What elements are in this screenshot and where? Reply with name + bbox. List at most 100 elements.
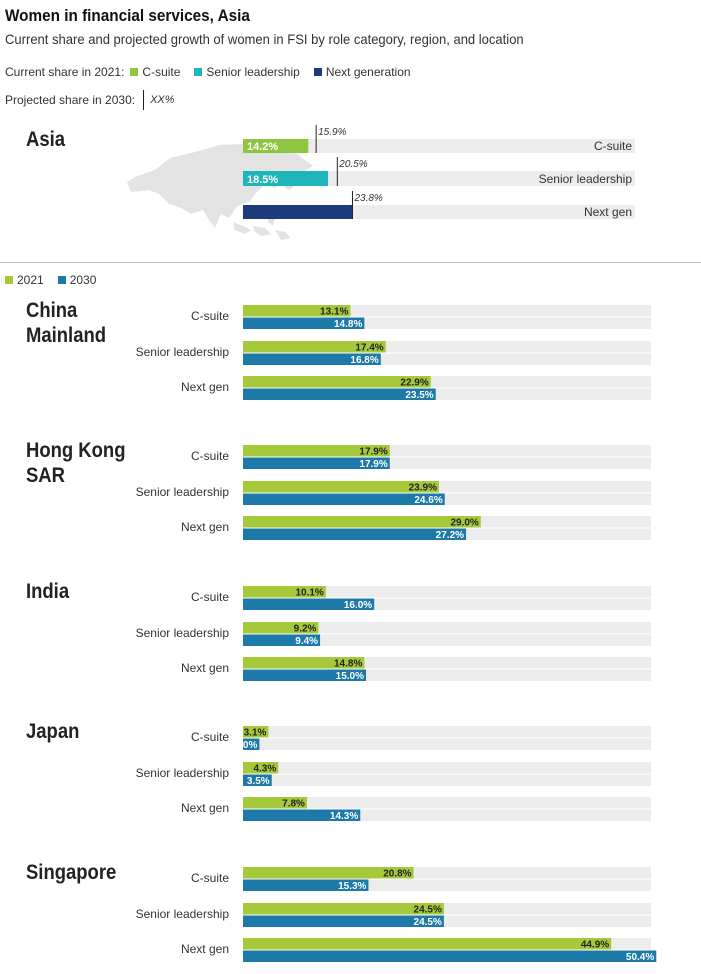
region-title: Japan [26, 720, 79, 743]
bar-2030 [243, 528, 467, 540]
bar-track [243, 139, 635, 153]
bar-value-2021: 24.5% [414, 905, 442, 916]
category-label: C-suite [191, 730, 229, 744]
bar-2021 [243, 341, 386, 353]
bar-track [243, 171, 635, 186]
bar-2021 [243, 171, 329, 186]
bar-2030 [243, 915, 444, 927]
bar-2030 [243, 879, 369, 891]
region-title: Singapore [26, 861, 116, 884]
legend-label-csuite: C-suite [142, 65, 181, 79]
region-title: India [26, 580, 70, 603]
legend-label-2030: 2030 [69, 273, 97, 287]
category-label: Senior leadership [136, 907, 230, 921]
legend-projected-marker-line [143, 90, 145, 110]
bar-2021 [243, 305, 351, 317]
chart-subtitle: Current share and projected growth of wo… [5, 31, 524, 47]
bar-2021 [243, 622, 319, 634]
bar-2021 [243, 139, 309, 153]
category-label: Senior leadership [539, 172, 633, 186]
legend-swatch-nextgen [313, 68, 322, 76]
legend-projected-share: Projected share in 2030: XX% [5, 90, 175, 110]
category-label: C-suite [594, 139, 632, 153]
bar-value-2021: 29.0% [450, 518, 478, 529]
bar-value-2030: 16.0% [344, 600, 372, 611]
region-title: Asia [26, 128, 66, 151]
legend-label-nextgen: Next generation [325, 65, 411, 79]
region-title: SAR [26, 464, 65, 487]
bar-value-2030: 24.5% [414, 917, 442, 928]
bar-value-2021: 4.3% [253, 764, 276, 775]
bar-2030 [243, 317, 365, 329]
bar-2030 [243, 388, 436, 400]
legend-swatch-csuite [130, 68, 139, 76]
bar-value-2021: 17.4% [355, 343, 383, 354]
legend-swatch-senior [194, 68, 203, 76]
projection-label: 20.5% [338, 159, 367, 170]
bar-value-2021: 23.9% [409, 483, 437, 494]
category-label: Next gen [181, 520, 229, 534]
category-label: C-suite [191, 871, 229, 885]
legend-label-senior: Senior leadership [206, 65, 300, 79]
bar-value-2021: 7.8% [282, 799, 305, 810]
region-title: Mainland [26, 324, 106, 347]
bar-2030 [243, 669, 366, 681]
projection-label: 23.8% [353, 193, 382, 204]
bar-value-2021: 10.1% [295, 588, 323, 599]
legend-item-csuite: C-suite [130, 65, 180, 79]
category-label: Senior leadership [136, 345, 230, 359]
bar-2021 [243, 762, 279, 774]
bar-value-2030: 27.2% [436, 530, 464, 541]
bar-2021 [243, 903, 444, 915]
bar-2030 [243, 493, 445, 505]
bar-value-2021: 14.8% [334, 659, 362, 670]
bar-2021 [243, 205, 353, 219]
category-label: C-suite [191, 590, 229, 604]
bar-value-2030: 2.0% [235, 740, 258, 751]
bar-value-2030: 16.8% [350, 355, 378, 366]
bar-2021 [243, 726, 269, 738]
bar-value-2030: 23.5% [405, 390, 433, 401]
bar-2021 [243, 516, 481, 528]
bar-value-2021: 20.8% [383, 869, 411, 880]
bar-value-2030: 3.5% [247, 776, 270, 787]
bar-2021 [243, 376, 431, 388]
category-label: C-suite [191, 309, 229, 323]
category-label: Next gen [181, 380, 229, 394]
legend-swatch-2030 [57, 276, 66, 284]
legend-years: 2021 2030 [5, 273, 110, 287]
bar-value-2021: 3.1% [244, 728, 267, 739]
bar-value-2030: 14.8% [334, 319, 362, 330]
bar-2021 [243, 797, 307, 809]
bar-value-2030: 24.6% [414, 495, 442, 506]
category-label: C-suite [191, 449, 229, 463]
chart-title: Women in financial services, Asia [5, 6, 250, 25]
legend-item-senior: Senior leadership [194, 65, 300, 79]
bar-value-2021: 13.1% [320, 307, 348, 318]
region-title: Hong Kong [26, 439, 125, 462]
bar-2021 [243, 586, 326, 598]
bar-2021 [243, 867, 414, 879]
bar-2030 [243, 598, 375, 610]
category-label: Next gen [181, 942, 229, 956]
bar-value-2030: 14.3% [330, 811, 358, 822]
bar-value-label: 14.2% [247, 141, 278, 153]
bar-2030 [243, 809, 361, 821]
legend-item-2021: 2021 [5, 273, 44, 287]
legend-current-share: Current share in 2021: C-suite Senior le… [5, 65, 425, 79]
bar-2021 [243, 938, 612, 950]
bar-2030 [243, 634, 321, 646]
category-label: Senior leadership [136, 485, 230, 499]
bar-2021 [243, 445, 390, 457]
section-divider [0, 262, 701, 263]
category-label: Senior leadership [136, 766, 230, 780]
projection-label: 15.9% [318, 127, 346, 138]
legend-swatch-2021 [5, 276, 13, 284]
category-label: Next gen [584, 205, 632, 219]
bar-2021 [243, 481, 439, 493]
region-title: China [26, 299, 78, 322]
bar-value-2030: 15.3% [338, 881, 366, 892]
bar-value-label: 18.5% [247, 174, 278, 186]
bar-2030 [243, 457, 390, 469]
